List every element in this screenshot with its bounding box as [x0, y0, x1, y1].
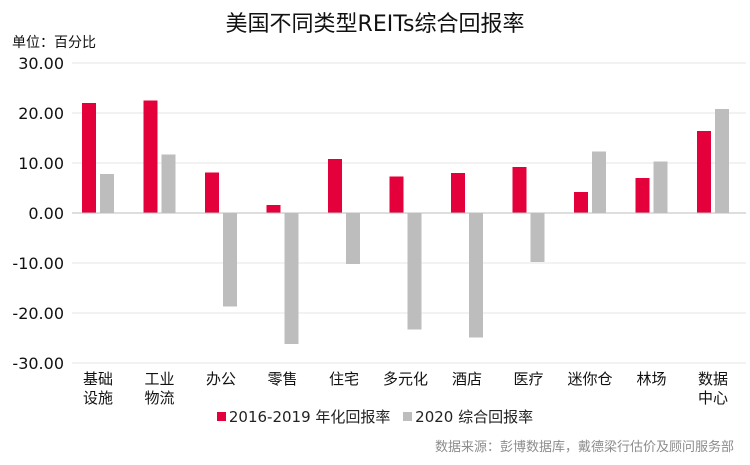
- bar-series-2-3: [223, 213, 237, 307]
- y-tick-label: -10.00: [12, 254, 64, 273]
- chart-title: 美国不同类型REITs综合回报率: [225, 12, 525, 37]
- bar-series-1-4: [266, 205, 281, 213]
- bar-series-2-8: [530, 213, 545, 262]
- chart-legend: 2016-2019 年化回报率 2020 综合回报率: [0, 406, 750, 427]
- bar-series-1-3: [205, 172, 219, 213]
- bar-series-1-10: [635, 178, 650, 213]
- legend-label-series-1: 2016-2019 年化回报率: [228, 408, 391, 426]
- x-tick-label: 零售: [267, 370, 297, 388]
- bar-series-1-2: [143, 100, 158, 213]
- bar-series-2-5: [346, 213, 360, 264]
- x-tick-label: 数据中心: [698, 370, 728, 407]
- y-tick-label: -30.00: [12, 354, 64, 373]
- y-tick-label: 10.00: [18, 154, 64, 173]
- bar-series-2-2: [161, 154, 176, 213]
- x-tick-label: 工业物流: [144, 370, 174, 407]
- bar-series-2-1: [100, 174, 114, 213]
- x-tick-label: 医疗: [513, 370, 543, 388]
- bar-series-1-8: [512, 167, 527, 213]
- bar-series-2-4: [284, 213, 299, 344]
- y-tick-label: 0.00: [28, 204, 64, 223]
- legend-label-series-2: 2020 综合回报率: [415, 408, 534, 426]
- x-tick-label: 住宅: [329, 370, 359, 388]
- legend-swatch-series-1: [216, 412, 226, 421]
- bar-series-1-5: [328, 159, 342, 213]
- bar-series-2-7: [469, 213, 483, 338]
- bar-series-1-11: [697, 131, 711, 213]
- y-tick-label: 30.00: [18, 54, 64, 73]
- bar-series-2-6: [407, 213, 422, 330]
- source-note: 数据来源：彭博数据库，戴德梁行估价及顾问服务部: [434, 440, 734, 455]
- bar-series-1-9: [574, 192, 588, 213]
- x-tick-label: 多元化: [383, 370, 428, 388]
- bar-series-1-6: [389, 176, 404, 213]
- x-tick-label: 酒店: [452, 370, 482, 388]
- bar-series-1-1: [82, 103, 96, 213]
- bar-series-2-11: [715, 109, 729, 213]
- x-tick-label: 迷你仓: [567, 370, 612, 388]
- bar-series-2-9: [592, 151, 606, 213]
- y-tick-label: 20.00: [18, 104, 64, 123]
- x-tick-label: 办公: [206, 370, 236, 388]
- legend-item-series-1: 2016-2019 年化回报率: [216, 406, 391, 427]
- legend-item-series-2: 2020 综合回报率: [403, 406, 533, 427]
- bar-series-1-7: [451, 173, 465, 213]
- bar-series-2-10: [653, 161, 668, 213]
- x-tick-label: 基础设施: [83, 370, 113, 407]
- legend-swatch-series-2: [403, 412, 413, 421]
- y-tick-label: -20.00: [12, 304, 64, 323]
- x-tick-label: 林场: [636, 370, 666, 388]
- unit-label: 单位：百分比: [12, 35, 96, 51]
